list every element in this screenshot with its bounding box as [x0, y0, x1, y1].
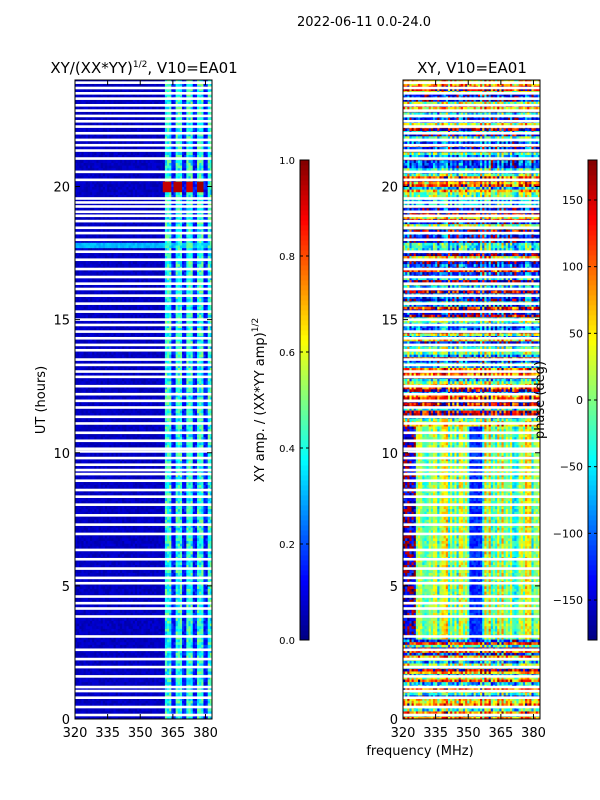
amplitude-panel: XY/(XX*YY)1/2, V10=EA01 320 335 350 365 3800… [34, 59, 238, 741]
amplitude-title: XY/(XX*YY)1/2, V10=EA01 [50, 59, 237, 77]
figure-canvas: 2022-06-11 0.0-24.0 XY/(XX*YY)1/2, V10=E… [0, 0, 600, 800]
suptitle: 2022-06-11 0.0-24.0 [297, 15, 431, 30]
